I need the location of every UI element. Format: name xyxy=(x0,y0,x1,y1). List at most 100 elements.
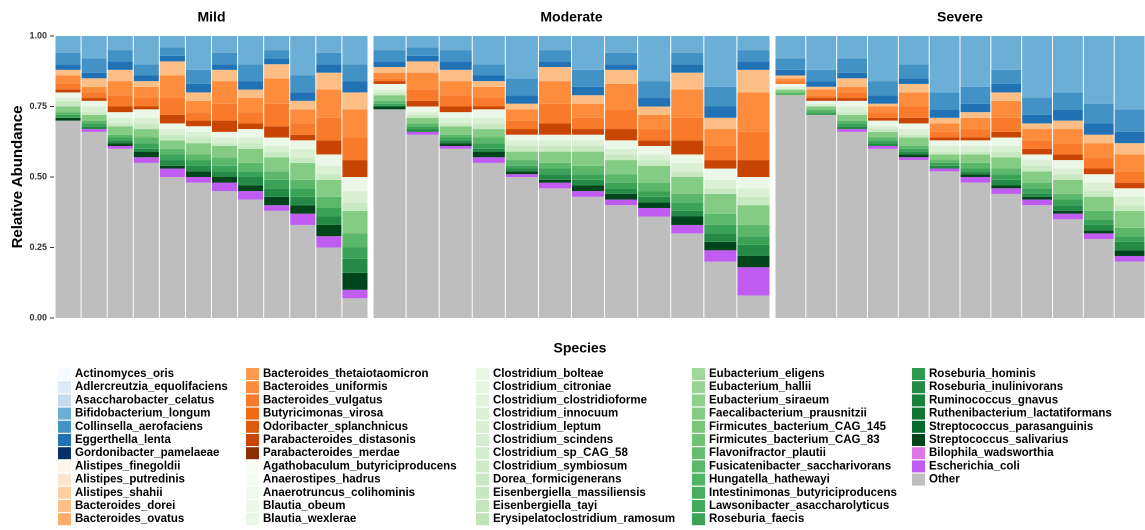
bar-segment xyxy=(290,213,316,225)
legend-label: Eggerthella_lenta xyxy=(75,434,171,446)
bar-segment xyxy=(1083,143,1114,158)
stacked-bar xyxy=(373,36,406,318)
bar-segment xyxy=(342,137,368,161)
legend-swatch xyxy=(58,381,71,394)
stacked-bar xyxy=(238,36,264,318)
bar-segment xyxy=(159,47,185,56)
bar-segment xyxy=(342,160,368,177)
bar-segment xyxy=(991,185,1022,189)
bar-segment xyxy=(505,177,538,318)
bar-segment xyxy=(316,165,342,175)
bar-segment xyxy=(868,148,898,318)
bar-segment xyxy=(638,154,671,161)
bar-segment xyxy=(373,89,406,93)
bar-segment xyxy=(1083,191,1114,197)
bar-segment xyxy=(960,129,991,138)
bar-segment xyxy=(1053,174,1083,180)
bar-segment xyxy=(290,205,316,214)
bar-segment xyxy=(185,137,211,144)
bar-segment xyxy=(1022,148,1052,155)
bar-segment xyxy=(406,36,439,48)
bar-segment xyxy=(806,36,837,70)
legend-label: Ruminococcus_gnavus xyxy=(929,394,1058,406)
bar-segment xyxy=(960,174,991,177)
legend-swatch xyxy=(246,513,259,526)
bar-segment xyxy=(671,52,704,65)
bar-segment xyxy=(1022,182,1052,189)
bar-segment xyxy=(342,177,368,192)
bar-segment xyxy=(898,83,929,93)
bar-segment xyxy=(868,137,898,141)
bar-segment xyxy=(238,81,264,90)
legend-label: Blautia_wexlerae xyxy=(263,513,356,525)
bar-segment xyxy=(212,120,238,132)
bar-segment xyxy=(638,106,671,115)
legend-swatch xyxy=(58,473,71,486)
bar-segment xyxy=(107,123,133,127)
bar-segment xyxy=(342,247,368,259)
bar-segment xyxy=(159,165,185,169)
bar-segment xyxy=(605,140,638,149)
legend-swatch xyxy=(246,407,259,420)
bar-segment xyxy=(1022,154,1052,161)
bar-segment xyxy=(1083,36,1114,104)
bar-segment xyxy=(316,179,342,197)
bar-segment xyxy=(212,103,238,121)
bar-segment xyxy=(505,165,538,169)
bar-segment xyxy=(212,143,238,146)
bar-segment xyxy=(185,92,211,101)
bar-segment xyxy=(406,72,439,90)
bar-segment xyxy=(472,137,505,144)
bar-segment xyxy=(704,233,737,242)
bar-segment xyxy=(1053,36,1083,93)
bar-segment xyxy=(991,131,1022,138)
bar-segment xyxy=(704,106,737,118)
bar-segment xyxy=(960,103,991,113)
bar-segment xyxy=(538,103,571,124)
bar-segment xyxy=(605,188,638,194)
bar-segment xyxy=(704,224,737,234)
bar-segment xyxy=(238,36,264,65)
bar-segment xyxy=(505,160,538,166)
stacked-bar xyxy=(406,36,439,318)
bar-segment xyxy=(290,179,316,189)
bar-segment xyxy=(929,171,960,318)
stacked-bar xyxy=(737,36,770,318)
bar-segment xyxy=(1053,154,1083,161)
bar-segment xyxy=(133,64,159,76)
bar-segment xyxy=(81,131,107,318)
bar-segment xyxy=(898,36,929,65)
bar-segment xyxy=(373,81,406,84)
bar-segment xyxy=(238,191,264,200)
bar-segment xyxy=(55,52,81,65)
bar-segment xyxy=(1083,103,1114,124)
bar-segment xyxy=(868,143,898,146)
bar-segment xyxy=(1083,174,1114,183)
bar-segment xyxy=(704,145,737,161)
bar-segment xyxy=(837,72,867,79)
bar-segment xyxy=(81,98,107,101)
bar-segment xyxy=(238,177,264,186)
bar-segment xyxy=(133,148,159,152)
bar-segment xyxy=(264,210,290,318)
bar-segment xyxy=(159,36,185,48)
legend-swatch xyxy=(692,486,705,499)
bar-segment xyxy=(960,182,991,318)
bar-segment xyxy=(1053,205,1083,211)
bar-segment xyxy=(1114,250,1145,256)
bar-segment xyxy=(605,69,638,84)
legend-label: Streptococcus_parasanguinis xyxy=(929,421,1093,433)
legend-label: Clostridium_clostridioforme xyxy=(493,394,647,406)
bar-segment xyxy=(1083,219,1114,225)
bar-segment xyxy=(238,129,264,138)
bar-segment xyxy=(671,72,704,90)
bar-segment xyxy=(342,258,368,273)
legend-label: Bacteroides_ovatus xyxy=(75,513,184,525)
bar-segment xyxy=(605,193,638,200)
legend-label: Escherichia_coli xyxy=(929,460,1020,472)
legend-swatch xyxy=(246,473,259,486)
bar-segment xyxy=(185,112,211,121)
bar-segment xyxy=(737,205,770,225)
bar-segment xyxy=(960,151,991,155)
bar-segment xyxy=(806,106,837,110)
